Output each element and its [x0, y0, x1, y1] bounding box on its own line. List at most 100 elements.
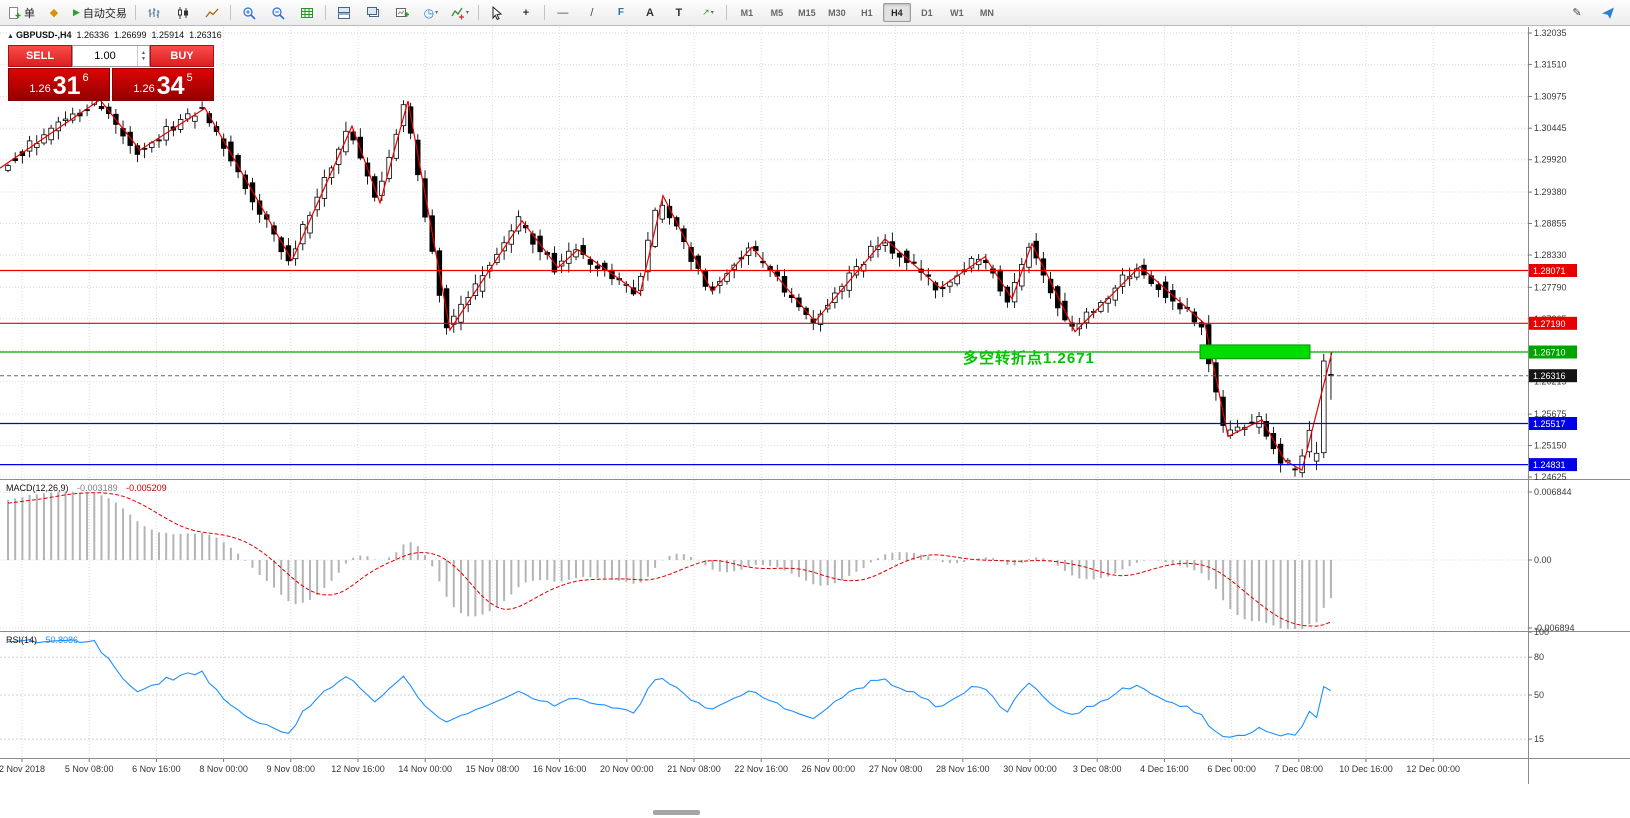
- timeframe-m1-button[interactable]: M1: [740, 7, 754, 18]
- svg-text:1.26316: 1.26316: [1533, 371, 1566, 381]
- fibonacci-button[interactable]: F: [607, 2, 635, 24]
- spin-up-icon[interactable]: ▲: [141, 49, 146, 56]
- timeframe-h1-button[interactable]: H1: [861, 7, 873, 18]
- buy-button[interactable]: BUY: [150, 45, 214, 67]
- paper-plane-icon: [1602, 7, 1614, 19]
- volume-spinner[interactable]: ▲ ▼: [137, 46, 149, 66]
- buy-price-box[interactable]: 1.26 34 5: [112, 68, 214, 101]
- svg-text:4 Dec 16:00: 4 Dec 16:00: [1140, 764, 1189, 774]
- chevron-down-icon: ▾: [710, 10, 714, 16]
- scale-background: [1529, 27, 1630, 784]
- volume-input[interactable]: [73, 46, 137, 66]
- time-axis[interactable]: 2 Nov 2018 5 Nov 08:00 6 Nov 16:00 8 Nov 00…: [0, 759, 1460, 774]
- new-chart-button[interactable]: [388, 2, 416, 24]
- rsi-layer: [7, 639, 1332, 738]
- svg-text:1.28071: 1.28071: [1533, 266, 1566, 276]
- zoom-out-button[interactable]: [264, 2, 292, 24]
- line-chart-button[interactable]: [198, 2, 226, 24]
- edit-button[interactable]: ✎: [1563, 2, 1591, 24]
- cursor-button[interactable]: [483, 2, 511, 24]
- zigzag-indicator: [0, 98, 1333, 472]
- svg-text:80: 80: [1534, 652, 1544, 662]
- bar-close-value: 1.26316: [189, 30, 222, 40]
- new-order-icon: [9, 6, 21, 19]
- zoom-in-icon: [243, 6, 256, 20]
- autotrading-button[interactable]: ▶ 自动交易: [69, 2, 131, 24]
- text-icon: A: [645, 6, 654, 19]
- text-button[interactable]: A: [636, 2, 664, 24]
- horizontal-line-button[interactable]: —: [549, 2, 577, 24]
- crosshair-icon: +: [522, 6, 530, 19]
- timeframe-m5-button[interactable]: M5: [770, 7, 784, 18]
- spin-down-icon[interactable]: ▼: [141, 56, 146, 62]
- macd-label: MACD(12,26,9): [6, 483, 69, 493]
- clock-icon: ◷: [423, 5, 435, 20]
- buy-price-prefix: 1.26: [133, 83, 155, 95]
- zoom-in-button[interactable]: [235, 2, 263, 24]
- svg-text:1.30975: 1.30975: [1534, 92, 1567, 102]
- svg-text:-0.006894: -0.006894: [1534, 623, 1575, 633]
- cascade-windows-icon: [366, 6, 379, 17]
- candlestick-chart-button[interactable]: [169, 2, 197, 24]
- sell-button[interactable]: SELL: [8, 45, 72, 67]
- svg-text:22 Nov 16:00: 22 Nov 16:00: [734, 764, 788, 774]
- send-button[interactable]: [1594, 2, 1622, 24]
- timeframe-m15-button[interactable]: M15: [798, 7, 816, 18]
- rsi-label: RSI(14): [6, 635, 38, 645]
- svg-text:14 Nov 00:00: 14 Nov 00:00: [398, 764, 452, 774]
- scrollbar-thumb[interactable]: [653, 810, 700, 815]
- text-label-icon: T: [675, 6, 683, 19]
- volume-field[interactable]: ▲ ▼: [72, 45, 150, 67]
- svg-text:50: 50: [1534, 690, 1544, 700]
- grid-button[interactable]: [293, 2, 321, 24]
- arrow-icon: ↗: [702, 7, 710, 17]
- svg-text:2 Nov 2018: 2 Nov 2018: [0, 764, 45, 774]
- svg-text:26 Nov 00:00: 26 Nov 00:00: [802, 764, 856, 774]
- rsi-line: [7, 639, 1332, 738]
- timeframe-d1-button[interactable]: D1: [921, 7, 933, 18]
- text-label-button[interactable]: T: [665, 2, 693, 24]
- turning-point-box: [1199, 344, 1311, 360]
- zoom-out-icon: [272, 6, 285, 20]
- crosshair-button[interactable]: +: [512, 2, 540, 24]
- svg-text:1.31510: 1.31510: [1534, 59, 1567, 69]
- macd-signal-line: [7, 492, 1332, 627]
- trendline-button[interactable]: /: [578, 2, 606, 24]
- profiles-button[interactable]: ◷ ▾: [417, 2, 445, 24]
- svg-text:6 Nov 16:00: 6 Nov 16:00: [132, 764, 181, 774]
- toolbar-separator: [477, 5, 479, 20]
- tile-windows-button[interactable]: [330, 2, 358, 24]
- cursor-icon: [492, 5, 503, 20]
- autotrading-play-icon: ▶: [73, 7, 80, 17]
- sell-price-box[interactable]: 1.26 31 6: [8, 68, 110, 101]
- timeframe-w1-button[interactable]: W1: [950, 7, 964, 18]
- svg-text:1.25675: 1.25675: [1534, 409, 1567, 419]
- svg-text:1.27190: 1.27190: [1533, 319, 1566, 329]
- timeframe-mn-button[interactable]: MN: [979, 7, 994, 18]
- horizontal-line-icon: —: [557, 6, 569, 19]
- bar-low-value: 1.25914: [151, 30, 185, 40]
- horizontal-scrollbar[interactable]: [0, 784, 1630, 818]
- rsi-value: 50.8086: [45, 635, 79, 645]
- pencil-icon: ✎: [1572, 7, 1582, 19]
- cascade-windows-button[interactable]: [359, 2, 387, 24]
- metaeditor-button[interactable]: ◆: [40, 2, 68, 24]
- macd-layer: [7, 491, 1332, 629]
- new-order-button[interactable]: 单: [3, 2, 39, 24]
- toolbar-separator: [725, 5, 727, 20]
- bar-chart-button[interactable]: [140, 2, 168, 24]
- collapse-icon[interactable]: ▲: [7, 33, 14, 40]
- arrows-button[interactable]: ↗ ▾: [694, 2, 722, 24]
- price-chart[interactable]: 1.32035 1.31510 1.30975 1.30445 1.29920 1.293…: [0, 27, 1630, 784]
- toolbar-separator: [134, 5, 136, 20]
- svg-text:1.24625: 1.24625: [1534, 472, 1567, 482]
- new-chart-icon: [395, 7, 409, 17]
- price-scale[interactable]: 1.32035 1.31510 1.30975 1.30445 1.29920 1.293…: [1528, 28, 1577, 744]
- sell-price-pips: 31: [52, 71, 81, 100]
- timeframe-m30-button[interactable]: M30: [828, 7, 846, 18]
- indicators-button[interactable]: ▾: [446, 2, 474, 24]
- autotrading-label: 自动交易: [82, 7, 127, 20]
- timeframe-h4-button[interactable]: H4: [882, 3, 911, 22]
- new-order-label: 单: [24, 7, 35, 20]
